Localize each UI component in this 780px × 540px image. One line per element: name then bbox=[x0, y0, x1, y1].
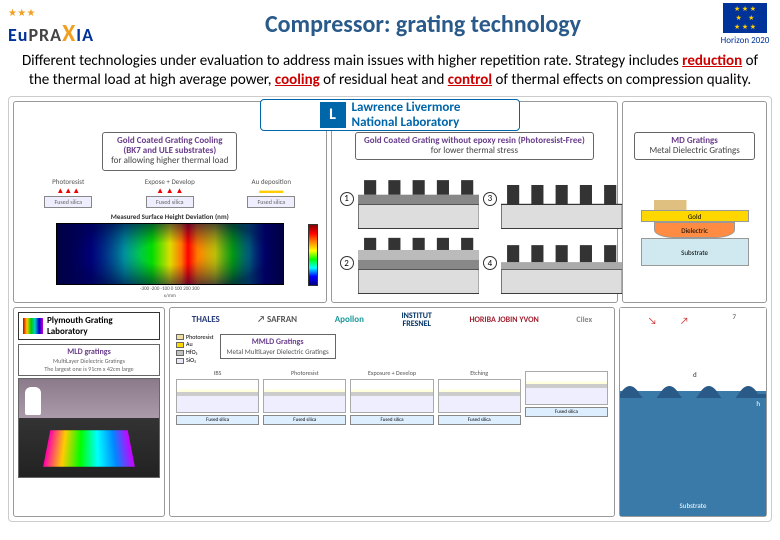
logo-fresnel: INSTITUTFRESNEL bbox=[402, 312, 432, 328]
logo-ia: IA bbox=[76, 24, 94, 46]
p2-title: Gold Coated Grating without epoxy resin … bbox=[355, 132, 594, 161]
logo-stars: ★ ★ ★ bbox=[8, 6, 128, 19]
mmld-step-1: PhotoresistFused silica bbox=[263, 369, 346, 512]
p1-process: Photoresist ▲▲▲ Fused silica Expose + De… bbox=[18, 177, 322, 208]
md-diel-layer: Dielectric bbox=[654, 222, 735, 238]
panel-plymouth: Plymouth Grating Laboratory MLD gratings… bbox=[13, 307, 165, 517]
p2-cell-3: 3 bbox=[483, 168, 622, 229]
mmld-step-2: Exposure + DevelopFused silica bbox=[350, 369, 433, 512]
md-teeth-icon bbox=[654, 200, 735, 210]
mmld-process: IBSFused silica PhotoresistFused silica … bbox=[170, 367, 614, 516]
grating-plate-icon bbox=[43, 430, 135, 467]
llnl-banner: L Lawrence Livermore National Laboratory bbox=[260, 99, 520, 131]
bottom-row: Plymouth Grating Laboratory MLD gratings… bbox=[9, 307, 771, 521]
desc-suffix: of thermal effects on compression qualit… bbox=[492, 71, 751, 89]
wave-label-top: 7 bbox=[732, 312, 736, 321]
plymouth-banner: Plymouth Grating Laboratory bbox=[18, 312, 160, 340]
p1-title-sub2: for allowing higher thermal load bbox=[111, 156, 228, 166]
p2-cell-1: 1 bbox=[340, 168, 479, 229]
p1-step-2: Au deposition ▬▬▬ Fused silica bbox=[247, 177, 295, 208]
desc-prefix: Different technologies under evaluation … bbox=[22, 52, 682, 70]
partner-logos: THALES ↗ SAFRAN Apollon INSTITUTFRESNEL … bbox=[170, 308, 614, 332]
mmld-title: MMLD Gratings Metal MultiLayer Dielectri… bbox=[220, 334, 336, 359]
p1-step-0: Photoresist ▲▲▲ Fused silica bbox=[44, 177, 92, 208]
panel-md: MD Gratings Metal Dielectric Gratings Go… bbox=[622, 101, 767, 303]
desc-mid2: of residual heat and bbox=[320, 71, 448, 89]
llnl-line1: Lawrence Livermore bbox=[352, 100, 461, 115]
grating-icon bbox=[501, 233, 622, 294]
grating-icon bbox=[501, 168, 622, 229]
logo-apollon: Apollon bbox=[335, 314, 364, 325]
mmld-title-row: Photoresist Au HfO₂ SiO₂ MMLD Gratings M… bbox=[170, 332, 614, 367]
p3-title-sub: Metal Dielectric Gratings bbox=[643, 146, 746, 156]
horizon-label: Horizon 2020 bbox=[718, 35, 772, 46]
header: ★ ★ ★ EuPRAXIA Compressor: grating techn… bbox=[0, 0, 780, 48]
eupraxia-logo: ★ ★ ★ EuPRAXIA bbox=[8, 6, 128, 42]
logo-cilex: Cilex bbox=[576, 315, 592, 325]
figure-area: L Lawrence Livermore National Laboratory… bbox=[8, 96, 772, 522]
plymouth-logo-icon bbox=[23, 318, 43, 334]
heatmap-plot bbox=[56, 223, 284, 285]
description-text: Different technologies under evaluation … bbox=[0, 48, 780, 96]
md-gold-layer: Gold bbox=[641, 210, 749, 222]
wave-diagram: ↘ ↗ 7 h d Substrate bbox=[620, 308, 766, 516]
mmld-legend: Photoresist Au HfO₂ SiO₂ bbox=[176, 334, 214, 365]
logo-x: X bbox=[62, 19, 76, 48]
eu-flag-icon: ★ ★ ★★ ★★ ★ ★ bbox=[723, 3, 767, 33]
wave-label-sub: Substrate bbox=[680, 501, 707, 510]
grating-icon bbox=[358, 168, 479, 229]
arrow-out-icon: ↗ bbox=[680, 314, 689, 327]
p1-title: Gold Coated Grating Cooling (BK7 and ULE… bbox=[102, 132, 237, 171]
llnl-line2: National Laboratory bbox=[352, 115, 461, 130]
panel-wave: ↘ ↗ 7 h d Substrate bbox=[619, 307, 767, 517]
grating-icon bbox=[358, 233, 479, 294]
kw-reduction: reduction bbox=[682, 52, 742, 70]
logo-pra: PRA bbox=[28, 24, 62, 46]
logo-eu: Eu bbox=[8, 24, 28, 46]
logo-safran: ↗ SAFRAN bbox=[257, 314, 297, 325]
p2-grid: 1 3 2 4 bbox=[332, 164, 618, 301]
x-ticks: -300 -200 -100 0 100 200 300 bbox=[18, 286, 322, 292]
p3-title: MD Gratings Metal Dielectric Gratings bbox=[634, 132, 755, 161]
logo-horiba: HORIBA JOBIN YVON bbox=[469, 315, 538, 325]
cleanroom-person-icon bbox=[25, 387, 41, 415]
mld-photo bbox=[18, 378, 160, 478]
md-diagram: Gold Dielectric Substrate bbox=[623, 164, 766, 301]
panel-gold-noepoxy: Gold Coated Grating without epoxy resin … bbox=[331, 101, 619, 303]
wave-label-h: h bbox=[756, 399, 760, 408]
md-sub-layer: Substrate bbox=[641, 238, 749, 266]
p4-title: MLD gratings MultiLayer Dielectric Grati… bbox=[18, 344, 160, 376]
p1-heatmap: Measured Surface Height Deviation (nm) -… bbox=[18, 212, 322, 299]
panel-gold-cooling: Gold Coated Grating Cooling (BK7 and ULE… bbox=[13, 101, 327, 303]
colorbar bbox=[308, 224, 318, 286]
logo-thales: THALES bbox=[192, 314, 220, 325]
p2-title-sub: for lower thermal stress bbox=[364, 146, 585, 156]
eu-flag-block: ★ ★ ★★ ★★ ★ ★ Horizon 2020 bbox=[718, 3, 772, 46]
p2-cell-4: 4 bbox=[483, 233, 622, 294]
wave-label-d: d bbox=[693, 370, 697, 379]
kw-cooling: cooling bbox=[275, 71, 320, 89]
mmld-step-4: Fused silica bbox=[525, 369, 608, 512]
slide-title: Compressor: grating technology bbox=[128, 10, 718, 39]
p1-step-1: Expose + Develop ▲ ▲ ▲ Fused silica bbox=[145, 177, 195, 208]
llnl-logo-icon: L bbox=[320, 102, 346, 128]
p2-cell-2: 2 bbox=[340, 233, 479, 294]
kw-control: control bbox=[448, 71, 492, 89]
mmld-step-3: EtchingFused silica bbox=[438, 369, 521, 512]
arrow-in-icon: ↘ bbox=[648, 314, 657, 327]
x-label: x/mm bbox=[18, 293, 322, 299]
panel-mmld: THALES ↗ SAFRAN Apollon INSTITUTFRESNEL … bbox=[169, 307, 615, 517]
mmld-step-0: IBSFused silica bbox=[176, 369, 259, 512]
